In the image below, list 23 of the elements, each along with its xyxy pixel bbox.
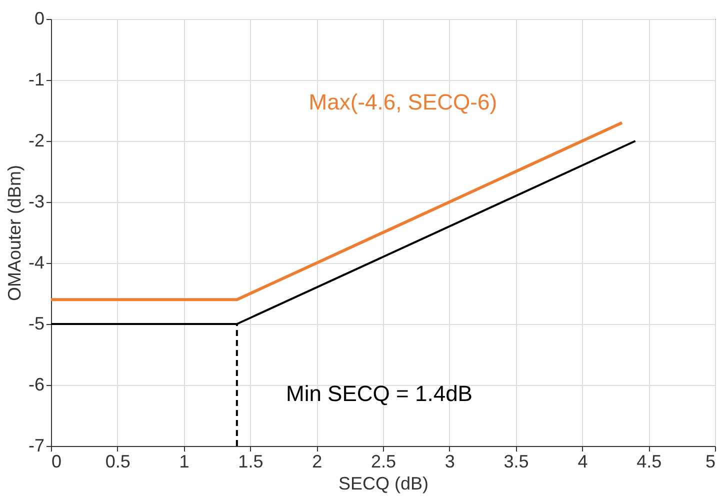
x-tick-label: 3.5 <box>504 452 529 472</box>
x-tick-label: 2 <box>312 452 322 472</box>
y-tick-label: 0 <box>34 8 44 28</box>
y-tick-label: -3 <box>28 192 44 212</box>
x-tick-label: 4.5 <box>636 452 662 472</box>
x-tick-label: 1 <box>179 452 190 472</box>
x-tick-label: 3 <box>444 452 455 472</box>
y-tick-label: -5 <box>28 314 44 334</box>
x-tick-label: 1.5 <box>238 452 264 472</box>
x-axis-title: SECQ (dB) <box>338 474 429 494</box>
y-tick-label: -2 <box>28 130 44 150</box>
x-tick-label: 4 <box>578 452 588 472</box>
x-tick-label: 2.5 <box>370 452 396 472</box>
x-tick-label: 0 <box>52 452 62 472</box>
y-tick-label: -6 <box>28 374 44 394</box>
y-tick-label: -1 <box>28 70 44 90</box>
x-tick-label: 5 <box>705 452 716 472</box>
x-tick-label: 0.5 <box>105 452 130 472</box>
y-axis-title: OMAouter (dBm) <box>4 164 24 302</box>
text: Max(-4.6, SECQ-6) <box>308 90 498 115</box>
annotation: Min SECQ = 1.4dB <box>286 381 472 406</box>
y-tick-label: -4 <box>28 252 44 272</box>
y-tick-label: -7 <box>28 436 44 456</box>
